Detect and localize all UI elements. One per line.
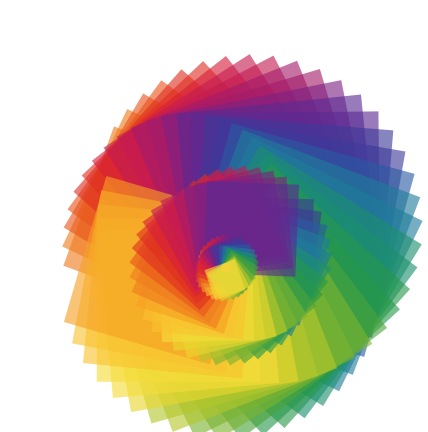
spiral-center bbox=[221, 263, 231, 273]
inner-ring-square bbox=[204, 259, 246, 301]
inner-ring-squares bbox=[194, 233, 259, 302]
